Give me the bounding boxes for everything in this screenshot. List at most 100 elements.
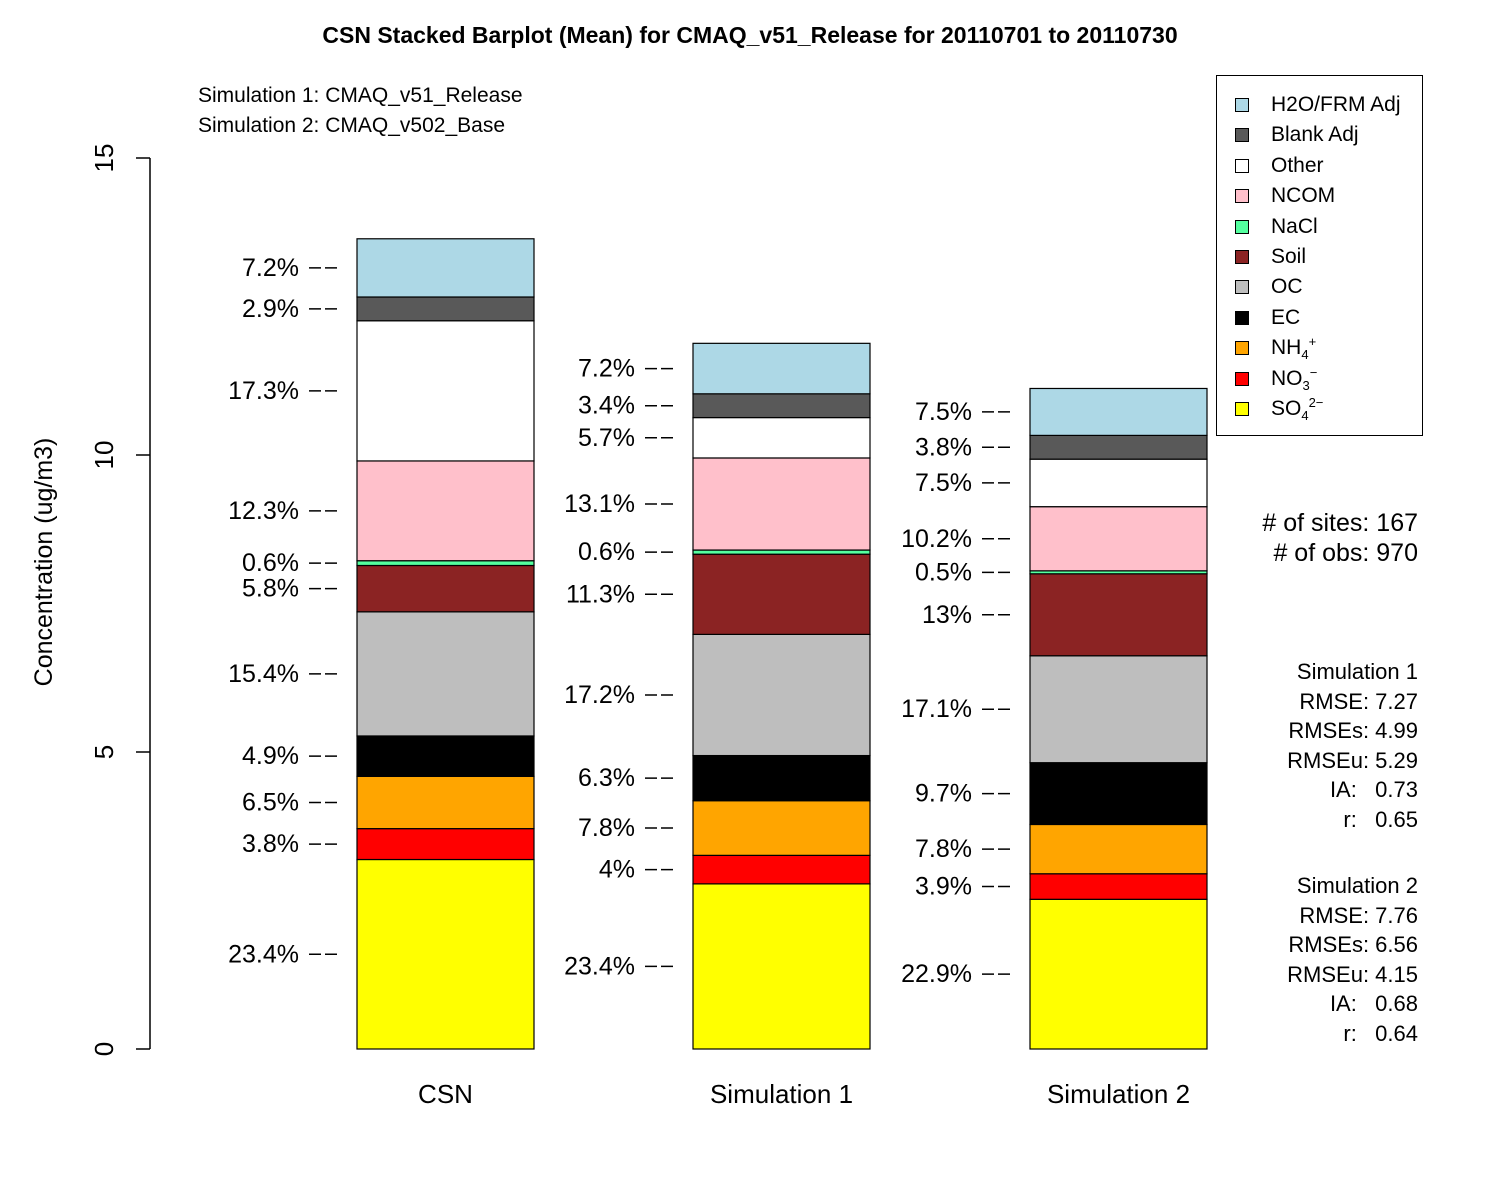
- bar-segment: [356, 735, 535, 777]
- stats-r: r: 0.64: [1343, 1020, 1418, 1046]
- percent-label: 2.9%: [242, 295, 299, 323]
- percent-label: 7.2%: [242, 254, 299, 282]
- legend-item-blank-adj: Blank Adj: [1235, 120, 1359, 150]
- percent-label: 3.8%: [242, 830, 299, 858]
- site-counts: # of sites: 167 # of obs: 970: [1262, 508, 1418, 568]
- bar-segment: [692, 883, 871, 1050]
- stats-rmses: RMSEs: 6.56: [1288, 932, 1418, 957]
- legend-item-nacl: NaCl: [1235, 212, 1318, 242]
- bar-segment: [1029, 823, 1208, 875]
- bar-segment: [1029, 387, 1208, 436]
- percent-label: 3.8%: [915, 433, 972, 461]
- obs-count: # of obs: 970: [1273, 539, 1418, 567]
- legend-swatch: [1235, 219, 1249, 234]
- legend-swatch: [1235, 158, 1249, 173]
- legend-swatch: [1235, 189, 1249, 204]
- percent-label: 0.6%: [578, 538, 635, 566]
- bar-segment: [692, 800, 871, 856]
- percent-label: 11.3%: [566, 580, 635, 608]
- percent-label: 13.1%: [564, 490, 635, 518]
- percent-label: 7.8%: [578, 814, 635, 842]
- percent-label: 22.9%: [901, 960, 972, 988]
- stats-rmse: RMSE: 7.27: [1299, 688, 1418, 714]
- bar-segment: [692, 416, 871, 459]
- y-tick-label: 10: [89, 441, 119, 470]
- bar-segment: [692, 457, 871, 551]
- bar-segment: [356, 296, 535, 322]
- legend-item-soil: Soil: [1235, 242, 1306, 272]
- legend-swatch: [1235, 310, 1249, 325]
- legend-label: Other: [1271, 153, 1324, 177]
- stats-rmses: RMSEs: 4.99: [1288, 718, 1418, 743]
- legend-label: Blank Adj: [1271, 123, 1359, 147]
- bar-segment: [692, 549, 871, 555]
- legend-swatch: [1235, 280, 1249, 295]
- bar-segment: [356, 858, 535, 1050]
- percent-label: 7.5%: [915, 469, 972, 497]
- legend-swatch: [1235, 128, 1249, 143]
- stats-header: Simulation 2: [1296, 873, 1418, 898]
- percent-label: 0.6%: [242, 549, 299, 577]
- percent-label: 7.2%: [578, 355, 635, 383]
- legend-swatch: [1235, 98, 1249, 112]
- sites-count: # of sites: 167: [1262, 509, 1418, 537]
- legend-label: NCOM: [1271, 184, 1336, 208]
- simulation-2-label: Simulation 2: CMAQ_v502_Base: [198, 114, 505, 137]
- legend-swatch: [1235, 341, 1249, 356]
- stats-rmse: RMSE: 7.76: [1299, 902, 1418, 928]
- percent-label: 7.5%: [915, 398, 972, 426]
- legend-item-ncom: NCOM: [1235, 181, 1335, 211]
- y-tick-label: 5: [89, 745, 119, 759]
- percent-label: 15.4%: [228, 660, 299, 688]
- legend-item-oc: OC: [1235, 272, 1303, 302]
- legend-label: NH4+: [1271, 334, 1317, 363]
- y-tick-label: 15: [89, 144, 119, 173]
- percent-label: 17.2%: [564, 681, 635, 709]
- percent-label: 5.7%: [578, 424, 635, 452]
- legend-item-ec: EC: [1235, 303, 1300, 333]
- bar-segment: [1029, 762, 1208, 826]
- stats-ia: IA: 0.68: [1329, 991, 1418, 1016]
- legend-label: SO42−: [1271, 394, 1324, 424]
- stats-simulation-2: Simulation 2 RMSE: 7.76 RMSEs: 6.56 RMSE…: [1287, 871, 1418, 1048]
- legend-swatch: [1235, 371, 1249, 386]
- percent-label: 3.4%: [578, 392, 635, 420]
- bar-segment: [356, 460, 535, 562]
- percent-label: 4.9%: [242, 742, 299, 770]
- percent-label: 5.8%: [242, 575, 299, 603]
- stats-simulation-1: Simulation 1 RMSE: 7.27 RMSEs: 4.99 RMSE…: [1287, 657, 1418, 834]
- legend-label: EC: [1271, 305, 1301, 329]
- bar-segment: [356, 320, 535, 462]
- percent-label: 17.1%: [901, 695, 972, 723]
- percent-label: 13%: [922, 601, 972, 629]
- category-label: Simulation 1: [710, 1079, 853, 1109]
- bar-segment: [356, 238, 535, 298]
- bar-segment: [692, 553, 871, 635]
- bar-segment: [356, 564, 535, 613]
- chart-legend: H2O/FRM Adj Blank Adj Other NCOM NaCl So…: [1216, 75, 1423, 436]
- stats-rmseu: RMSEu: 4.15: [1287, 961, 1418, 987]
- legend-item-no3: NO3−: [1235, 364, 1317, 394]
- legend-label: NO3−: [1271, 364, 1318, 393]
- percent-label: 6.5%: [242, 788, 299, 816]
- stats-r: r: 0.65: [1343, 806, 1418, 832]
- bar-segment: [692, 393, 871, 419]
- percent-label: 23.4%: [228, 940, 299, 968]
- bar-segment: [356, 611, 535, 737]
- category-label: CSN: [418, 1079, 473, 1109]
- bar-segment: [1029, 898, 1208, 1050]
- chart-title: CSN Stacked Barplot (Mean) for CMAQ_v51_…: [322, 22, 1178, 48]
- percent-label: 23.4%: [564, 952, 635, 980]
- percent-label: 4%: [599, 856, 635, 884]
- legend-item-so4: SO42−: [1235, 394, 1323, 424]
- percent-label: 6.3%: [578, 764, 635, 792]
- percent-label: 3.9%: [915, 873, 972, 901]
- bar-segment: [356, 828, 535, 861]
- bar-segment: [1029, 655, 1208, 764]
- bar-segment: [356, 775, 535, 830]
- legend-label: NaCl: [1271, 214, 1318, 238]
- percent-label: 10.2%: [901, 525, 972, 553]
- legend-item-h2o-frm-adj: H2O/FRM Adj: [1235, 90, 1401, 120]
- bar-segment: [692, 633, 871, 757]
